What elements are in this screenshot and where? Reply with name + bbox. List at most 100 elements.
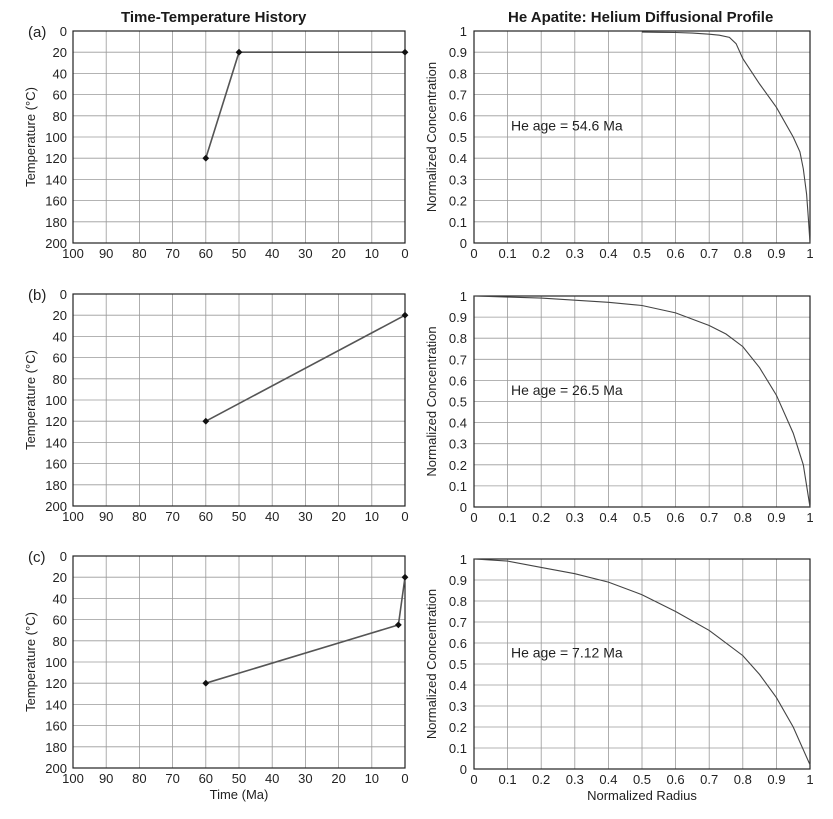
y-axis-label: Temperature (°C) <box>23 87 38 187</box>
y-tick-label: 0.2 <box>449 194 467 209</box>
x-tick-label: 0.6 <box>667 510 685 525</box>
y-tick-label: 60 <box>53 351 67 366</box>
x-axis-label: Time (Ma) <box>210 787 269 802</box>
chart-panel: 0 0.1 0.2 0.3 0.4 0.5 0.6 0.7 0.8 0.9 1 0 0.1 0.2 0.3 0… <box>424 24 814 261</box>
y-tick-label: 1 <box>460 552 467 567</box>
y-tick-label: 0.9 <box>449 310 467 325</box>
data-point-marker <box>202 154 210 162</box>
plot-frame <box>473 30 811 244</box>
y-tick-label: 0.2 <box>449 720 467 735</box>
y-tick-label: 60 <box>53 613 67 628</box>
x-tick-label: 0.5 <box>633 772 651 787</box>
y-tick-label: 0.8 <box>449 594 467 609</box>
y-tick-label: 1 <box>460 289 467 304</box>
y-tick-label: 120 <box>45 676 67 691</box>
x-tick-label: 40 <box>265 509 279 524</box>
x-tick-label: 0.9 <box>767 772 785 787</box>
x-tick-label: 0.8 <box>734 510 752 525</box>
x-tick-label: 70 <box>165 246 179 261</box>
data-point-marker <box>202 417 210 425</box>
x-tick-label: 20 <box>331 509 345 524</box>
x-tick-label: 80 <box>132 509 146 524</box>
y-tick-label: 0.9 <box>449 573 467 588</box>
y-tick-label: 120 <box>45 151 67 166</box>
y-tick-label: 20 <box>53 45 67 60</box>
x-tick-label: 10 <box>365 246 379 261</box>
y-tick-label: 100 <box>45 393 67 408</box>
x-tick-label: 0.3 <box>566 246 584 261</box>
panel-label: (a) <box>28 24 46 41</box>
y-tick-label: 1 <box>460 24 467 39</box>
y-tick-label: 200 <box>45 499 67 514</box>
y-tick-label: 0.3 <box>449 172 467 187</box>
y-tick-label: 0.6 <box>449 636 467 651</box>
x-tick-label: 0.6 <box>667 246 685 261</box>
x-tick-label: 80 <box>132 246 146 261</box>
y-tick-label: 0.4 <box>449 151 467 166</box>
y-tick-label: 0.7 <box>449 352 467 367</box>
y-tick-label: 0.8 <box>449 331 467 346</box>
x-tick-label: 40 <box>265 771 279 786</box>
age-annotation: He age = 7.12 Ma <box>511 645 623 661</box>
y-tick-label: 0.2 <box>449 458 467 473</box>
x-tick-label: 0 <box>470 772 477 787</box>
y-tick-label: 0 <box>60 287 67 302</box>
y-tick-label: 0.1 <box>449 479 467 494</box>
y-tick-label: 180 <box>45 215 67 230</box>
y-tick-label: 160 <box>45 457 67 472</box>
concentration-profile-line <box>641 31 811 244</box>
age-annotation: He age = 54.6 Ma <box>511 118 623 134</box>
y-tick-label: 0.1 <box>449 741 467 756</box>
x-tick-label: 90 <box>99 771 113 786</box>
x-tick-label: 0.8 <box>734 246 752 261</box>
data-point-marker <box>394 621 402 629</box>
y-tick-label: 0 <box>60 549 67 564</box>
y-tick-label: 0.6 <box>449 109 467 124</box>
x-tick-label: 0.9 <box>767 246 785 261</box>
y-axis-label: Normalized Concentration <box>424 326 439 476</box>
x-tick-label: 60 <box>199 509 213 524</box>
x-tick-label: 0.5 <box>633 510 651 525</box>
plot-frame <box>473 558 811 770</box>
x-tick-label: 60 <box>199 771 213 786</box>
x-tick-label: 70 <box>165 509 179 524</box>
x-tick-label: 0.1 <box>499 510 517 525</box>
x-tick-label: 0.1 <box>499 772 517 787</box>
chart-panel: 100 90 80 70 60 50 40 30 20 10 0020406080100120140… <box>23 24 409 261</box>
x-tick-label: 0.7 <box>700 510 718 525</box>
y-tick-label: 0.3 <box>449 699 467 714</box>
data-point-marker <box>202 679 210 687</box>
y-tick-label: 140 <box>45 435 67 450</box>
x-tick-label: 0.3 <box>566 772 584 787</box>
y-tick-label: 0.7 <box>449 615 467 630</box>
x-tick-label: 20 <box>331 771 345 786</box>
panel-label: (c) <box>28 549 46 566</box>
thermal-history-line <box>205 314 406 422</box>
x-tick-label: 0 <box>470 246 477 261</box>
y-tick-label: 60 <box>53 88 67 103</box>
y-tick-label: 40 <box>53 329 67 344</box>
x-tick-label: 1 <box>806 510 813 525</box>
y-tick-label: 0.5 <box>449 395 467 410</box>
concentration-profile-line <box>473 558 811 766</box>
x-tick-label: 0.2 <box>532 510 550 525</box>
y-axis-label: Normalized Concentration <box>424 62 439 212</box>
x-tick-label: 100 <box>62 771 84 786</box>
y-tick-label: 0.6 <box>449 373 467 388</box>
x-tick-label: 90 <box>99 246 113 261</box>
x-tick-label: 20 <box>331 246 345 261</box>
y-tick-label: 0.1 <box>449 215 467 230</box>
y-tick-label: 0.4 <box>449 678 467 693</box>
x-tick-label: 30 <box>298 246 312 261</box>
y-tick-label: 0.4 <box>449 416 467 431</box>
x-tick-label: 0.3 <box>566 510 584 525</box>
x-tick-label: 0.9 <box>767 510 785 525</box>
y-tick-label: 20 <box>53 308 67 323</box>
x-tick-label: 100 <box>62 246 84 261</box>
y-tick-label: 80 <box>53 634 67 649</box>
chart-panel: 0 0.1 0.2 0.3 0.4 0.5 0.6 0.7 0.8 0.9 1 0 0.1 0.2 0.3 0… <box>424 552 814 803</box>
x-tick-label: 50 <box>232 771 246 786</box>
title-helium-profile: He Apatite: Helium Diffusional Profile <box>508 9 774 26</box>
concentration-profile-line <box>473 295 811 508</box>
